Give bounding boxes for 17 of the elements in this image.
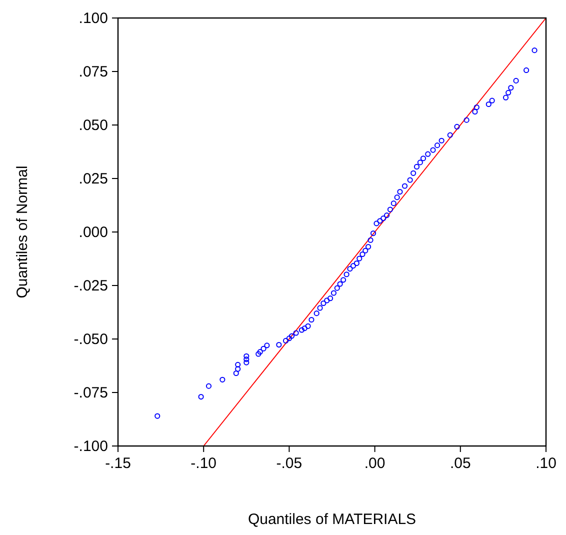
x-tick-label: .05 — [450, 455, 471, 472]
y-tick-label: .100 — [78, 10, 108, 27]
x-tick-label: .00 — [364, 455, 386, 472]
x-tick-label: -.15 — [105, 455, 131, 472]
x-tick-label: -.10 — [190, 455, 217, 472]
y-tick-label: -.025 — [74, 278, 108, 294]
y-tick-label: .000 — [78, 224, 108, 241]
y-tick-label: .075 — [78, 64, 108, 80]
x-axis-title: Quantiles of MATERIALS — [248, 511, 416, 528]
y-tick-label: .025 — [78, 170, 108, 188]
y-tick-label: .050 — [78, 117, 108, 134]
y-tick-label: -.050 — [74, 331, 108, 348]
x-tick-label: -.05 — [276, 455, 302, 472]
y-tick-label: -.075 — [74, 384, 108, 402]
y-axis-title: Quantiles of Normal — [14, 166, 31, 298]
y-tick-label: -.100 — [74, 438, 108, 455]
x-tick-label: .10 — [536, 455, 556, 472]
